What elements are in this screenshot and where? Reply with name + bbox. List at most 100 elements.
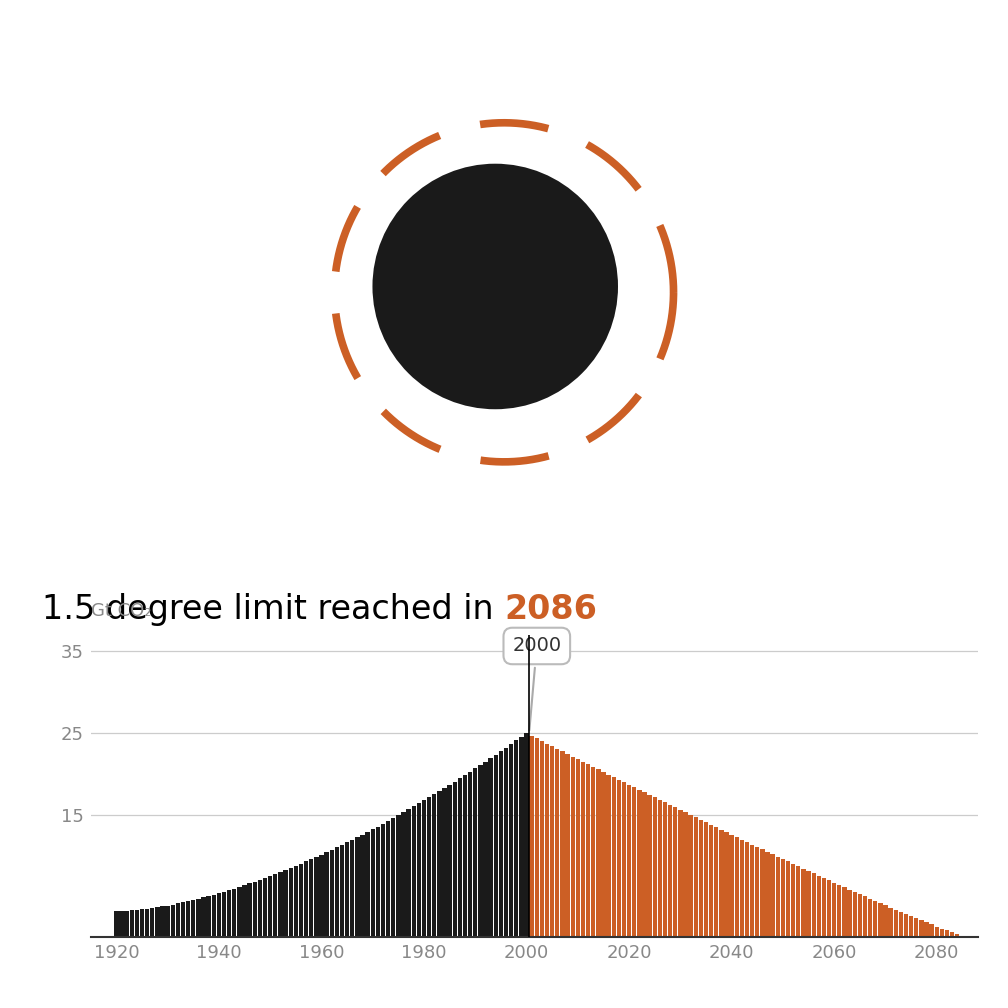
Bar <box>863 896 867 937</box>
Bar <box>914 918 918 937</box>
Bar <box>893 909 898 937</box>
Bar <box>345 843 349 937</box>
Bar <box>421 800 426 937</box>
Bar <box>755 847 759 937</box>
Bar <box>150 908 154 937</box>
Bar <box>642 792 647 937</box>
Bar <box>298 864 303 937</box>
Bar <box>124 911 129 937</box>
Bar <box>197 899 201 937</box>
Bar <box>612 777 616 937</box>
Bar <box>811 873 815 937</box>
Bar <box>227 890 232 937</box>
Bar <box>878 903 883 937</box>
Bar <box>175 903 180 937</box>
Bar <box>114 911 119 937</box>
Bar <box>678 810 682 937</box>
Bar <box>668 805 672 937</box>
Bar <box>135 910 139 937</box>
Bar <box>335 848 339 937</box>
Bar <box>560 751 564 937</box>
Bar <box>278 872 282 937</box>
Bar <box>632 787 636 937</box>
Bar <box>237 887 242 937</box>
Bar <box>934 926 938 937</box>
Bar <box>919 920 923 937</box>
Bar <box>416 803 421 937</box>
Bar <box>663 802 667 937</box>
Bar <box>853 892 857 937</box>
Bar <box>688 815 692 937</box>
Bar <box>591 767 596 937</box>
Bar <box>258 880 262 937</box>
Bar <box>524 733 529 937</box>
Bar <box>489 758 493 937</box>
Bar <box>293 866 298 937</box>
Bar <box>647 795 652 937</box>
Bar <box>657 800 662 937</box>
Bar <box>314 857 319 937</box>
Bar <box>909 916 913 937</box>
Bar <box>899 912 903 937</box>
Bar <box>596 769 601 937</box>
Bar <box>939 928 944 937</box>
Bar <box>406 809 411 937</box>
Bar <box>745 842 749 937</box>
Ellipse shape <box>372 163 618 409</box>
Bar <box>929 924 933 937</box>
Bar <box>484 762 488 937</box>
Bar <box>303 862 308 937</box>
Bar <box>740 840 744 937</box>
Bar <box>371 830 375 937</box>
Bar <box>268 876 272 937</box>
Bar <box>140 909 144 937</box>
Bar <box>494 755 498 937</box>
Bar <box>694 817 698 937</box>
Text: Gt CO₂: Gt CO₂ <box>91 602 151 620</box>
Bar <box>288 868 293 937</box>
Bar <box>145 909 149 937</box>
Bar <box>534 738 539 937</box>
Bar <box>391 818 395 937</box>
Bar <box>770 854 775 937</box>
Bar <box>350 840 355 937</box>
Bar <box>704 823 709 937</box>
Bar <box>775 857 780 937</box>
Bar <box>545 744 549 937</box>
Bar <box>478 765 483 937</box>
Bar <box>263 878 267 937</box>
Bar <box>816 876 821 937</box>
Bar <box>750 845 754 937</box>
Bar <box>248 883 252 937</box>
Bar <box>320 855 324 937</box>
Bar <box>401 812 405 937</box>
Bar <box>253 882 257 937</box>
Bar <box>617 779 621 937</box>
Bar <box>519 737 523 937</box>
Bar <box>212 895 216 937</box>
Bar <box>180 902 185 937</box>
Bar <box>155 907 159 937</box>
Bar <box>386 821 390 937</box>
Bar <box>832 883 837 937</box>
Bar <box>458 778 462 937</box>
Bar <box>555 749 559 937</box>
Bar <box>448 785 452 937</box>
Bar <box>955 934 960 937</box>
Bar <box>944 930 950 937</box>
Bar <box>581 762 585 937</box>
Bar <box>463 775 467 937</box>
Bar <box>360 835 365 937</box>
Bar <box>843 887 847 937</box>
Bar <box>273 874 277 937</box>
Bar <box>873 901 877 937</box>
Bar <box>232 888 237 937</box>
Bar <box>652 797 657 937</box>
Bar <box>165 905 169 937</box>
Bar <box>565 754 570 937</box>
Bar <box>411 806 416 937</box>
Bar <box>607 774 611 937</box>
Bar <box>868 898 872 937</box>
Bar <box>791 864 795 937</box>
Bar <box>709 825 714 937</box>
